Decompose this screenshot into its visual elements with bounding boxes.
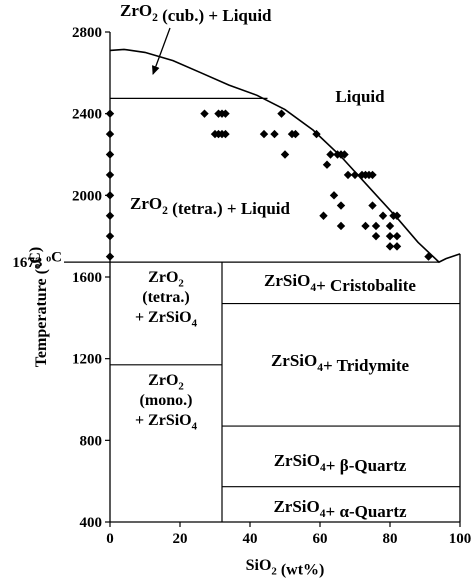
y-tick-label: 1600 [72, 270, 102, 286]
phase-region-label: ZrSiO4+ α-Quartz [273, 497, 407, 521]
phase-boundaries [109, 48, 461, 522]
y-tick-label: 2000 [72, 188, 102, 204]
phase-region-label: ZrO2 (cub.) + Liquid [120, 1, 272, 25]
data-point [368, 201, 377, 210]
phase-region-labels: ZrO2 (cub.) + Liquid Liquid ZrO2 (tetra.) … [120, 1, 416, 521]
x-tick-label: 60 [313, 531, 328, 547]
phase-region-label: ZrSiO4+ β-Quartz [274, 451, 407, 475]
y-tick-label: 2800 [72, 25, 102, 41]
data-point [200, 109, 209, 118]
data-point [392, 242, 402, 251]
data-point [392, 211, 402, 220]
data-point [280, 150, 290, 159]
data-point [385, 231, 395, 241]
phase-region-label: (tetra.) [142, 289, 190, 306]
data-point [368, 170, 377, 180]
x-tick-label: 20 [173, 531, 188, 547]
x-tick-label: 100 [449, 531, 472, 547]
phase-region-label: ZrO2 [148, 372, 184, 392]
data-point [277, 109, 286, 118]
data-point [371, 221, 381, 231]
x-tick-label: 40 [243, 531, 258, 547]
data-point [291, 129, 300, 139]
data-point [319, 211, 328, 220]
data-point [322, 160, 332, 169]
data-point [221, 109, 230, 118]
x-tick-label: 80 [383, 531, 398, 547]
cubic-region-arrow [152, 27, 171, 75]
x-tick-label: 0 [106, 531, 114, 547]
phase-region-label: + ZrSiO4 [135, 412, 198, 432]
phase-region-label: (mono.) [140, 392, 193, 409]
data-point [371, 231, 381, 241]
data-point [385, 242, 395, 251]
x-axis-title: SiO2 (wt%) [246, 557, 325, 578]
phase-region-label: Liquid [335, 87, 385, 106]
data-point [343, 170, 353, 180]
phase-region-label: ZrO2 (tetra.) + Liquid [130, 194, 291, 218]
data-point [340, 150, 349, 159]
y-tick-label: 800 [80, 433, 103, 449]
data-point [329, 191, 339, 200]
y-axis-title: Temperature (oC) [27, 247, 50, 368]
axes: 0 20 40 60 80 100 400 800 1200 1600 2000 2400 2800 Si… [12, 25, 471, 578]
data-point [326, 150, 335, 159]
data-point [270, 129, 279, 139]
phase-region-label: + ZrSiO4 [135, 309, 198, 329]
data-point [336, 221, 346, 231]
data-point [312, 129, 321, 139]
data-point [361, 221, 370, 231]
phase-region-label: ZrO2 [148, 269, 184, 289]
y-tick-label: 1200 [72, 352, 102, 368]
data-point [350, 170, 360, 180]
y-tick-label: 400 [80, 515, 103, 531]
data-point [385, 221, 395, 231]
data-point [336, 201, 346, 210]
isotherm-label: 1673 oC [12, 249, 62, 271]
y-tick-label: 2400 [72, 107, 102, 123]
data-point [424, 252, 433, 261]
data-point [392, 231, 402, 241]
phase-region-label: ZrSiO4+ Cristobalite [264, 271, 416, 295]
data-point [259, 129, 269, 139]
phase-region-label: ZrSiO4+ Tridymite [271, 351, 410, 375]
data-point [221, 129, 230, 139]
data-points [105, 109, 433, 261]
data-point [378, 211, 388, 220]
